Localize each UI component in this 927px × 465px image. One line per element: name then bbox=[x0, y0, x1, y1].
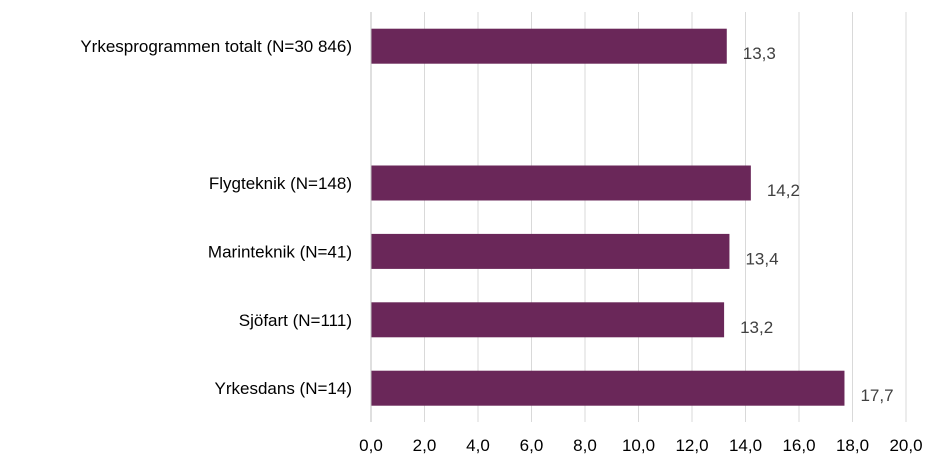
gridlines bbox=[424, 12, 907, 422]
labels: 0,0 2,0 4,0 6,0 8,0 10,0 12,0 14,0 16,0 18,0 20,0 1… bbox=[80, 37, 922, 455]
bar bbox=[371, 28, 727, 64]
x-tick-label: 20,0 bbox=[889, 436, 922, 455]
x-tick-label: 8,0 bbox=[573, 436, 597, 455]
data-label: 13,3 bbox=[743, 44, 776, 63]
x-tick-label: 16,0 bbox=[782, 436, 815, 455]
x-tick-label: 14,0 bbox=[729, 436, 762, 455]
data-label: 13,4 bbox=[745, 249, 778, 268]
category-label: Sjöfart (N=111) bbox=[239, 311, 352, 330]
data-label: 17,7 bbox=[860, 386, 893, 405]
data-label: 13,2 bbox=[740, 318, 773, 337]
bar bbox=[371, 302, 725, 338]
x-tick-label: 4,0 bbox=[466, 436, 490, 455]
bar bbox=[371, 370, 845, 406]
x-tick-label: 0,0 bbox=[359, 436, 383, 455]
x-tick-label: 18,0 bbox=[836, 436, 869, 455]
x-tick-label: 12,0 bbox=[675, 436, 708, 455]
category-label: Flygteknik (N=148) bbox=[209, 174, 352, 193]
x-tick-label: 10,0 bbox=[622, 436, 655, 455]
category-label: Yrkesdans (N=14) bbox=[215, 379, 352, 398]
x-tick-label: 2,0 bbox=[413, 436, 437, 455]
bar bbox=[371, 165, 751, 201]
data-label: 14,2 bbox=[767, 181, 800, 200]
bars bbox=[371, 28, 845, 406]
x-tick-label: 6,0 bbox=[520, 436, 544, 455]
category-label: Marinteknik (N=41) bbox=[208, 242, 352, 261]
category-label: Yrkesprogrammen totalt (N=30 846) bbox=[80, 37, 352, 56]
bar bbox=[371, 233, 730, 269]
